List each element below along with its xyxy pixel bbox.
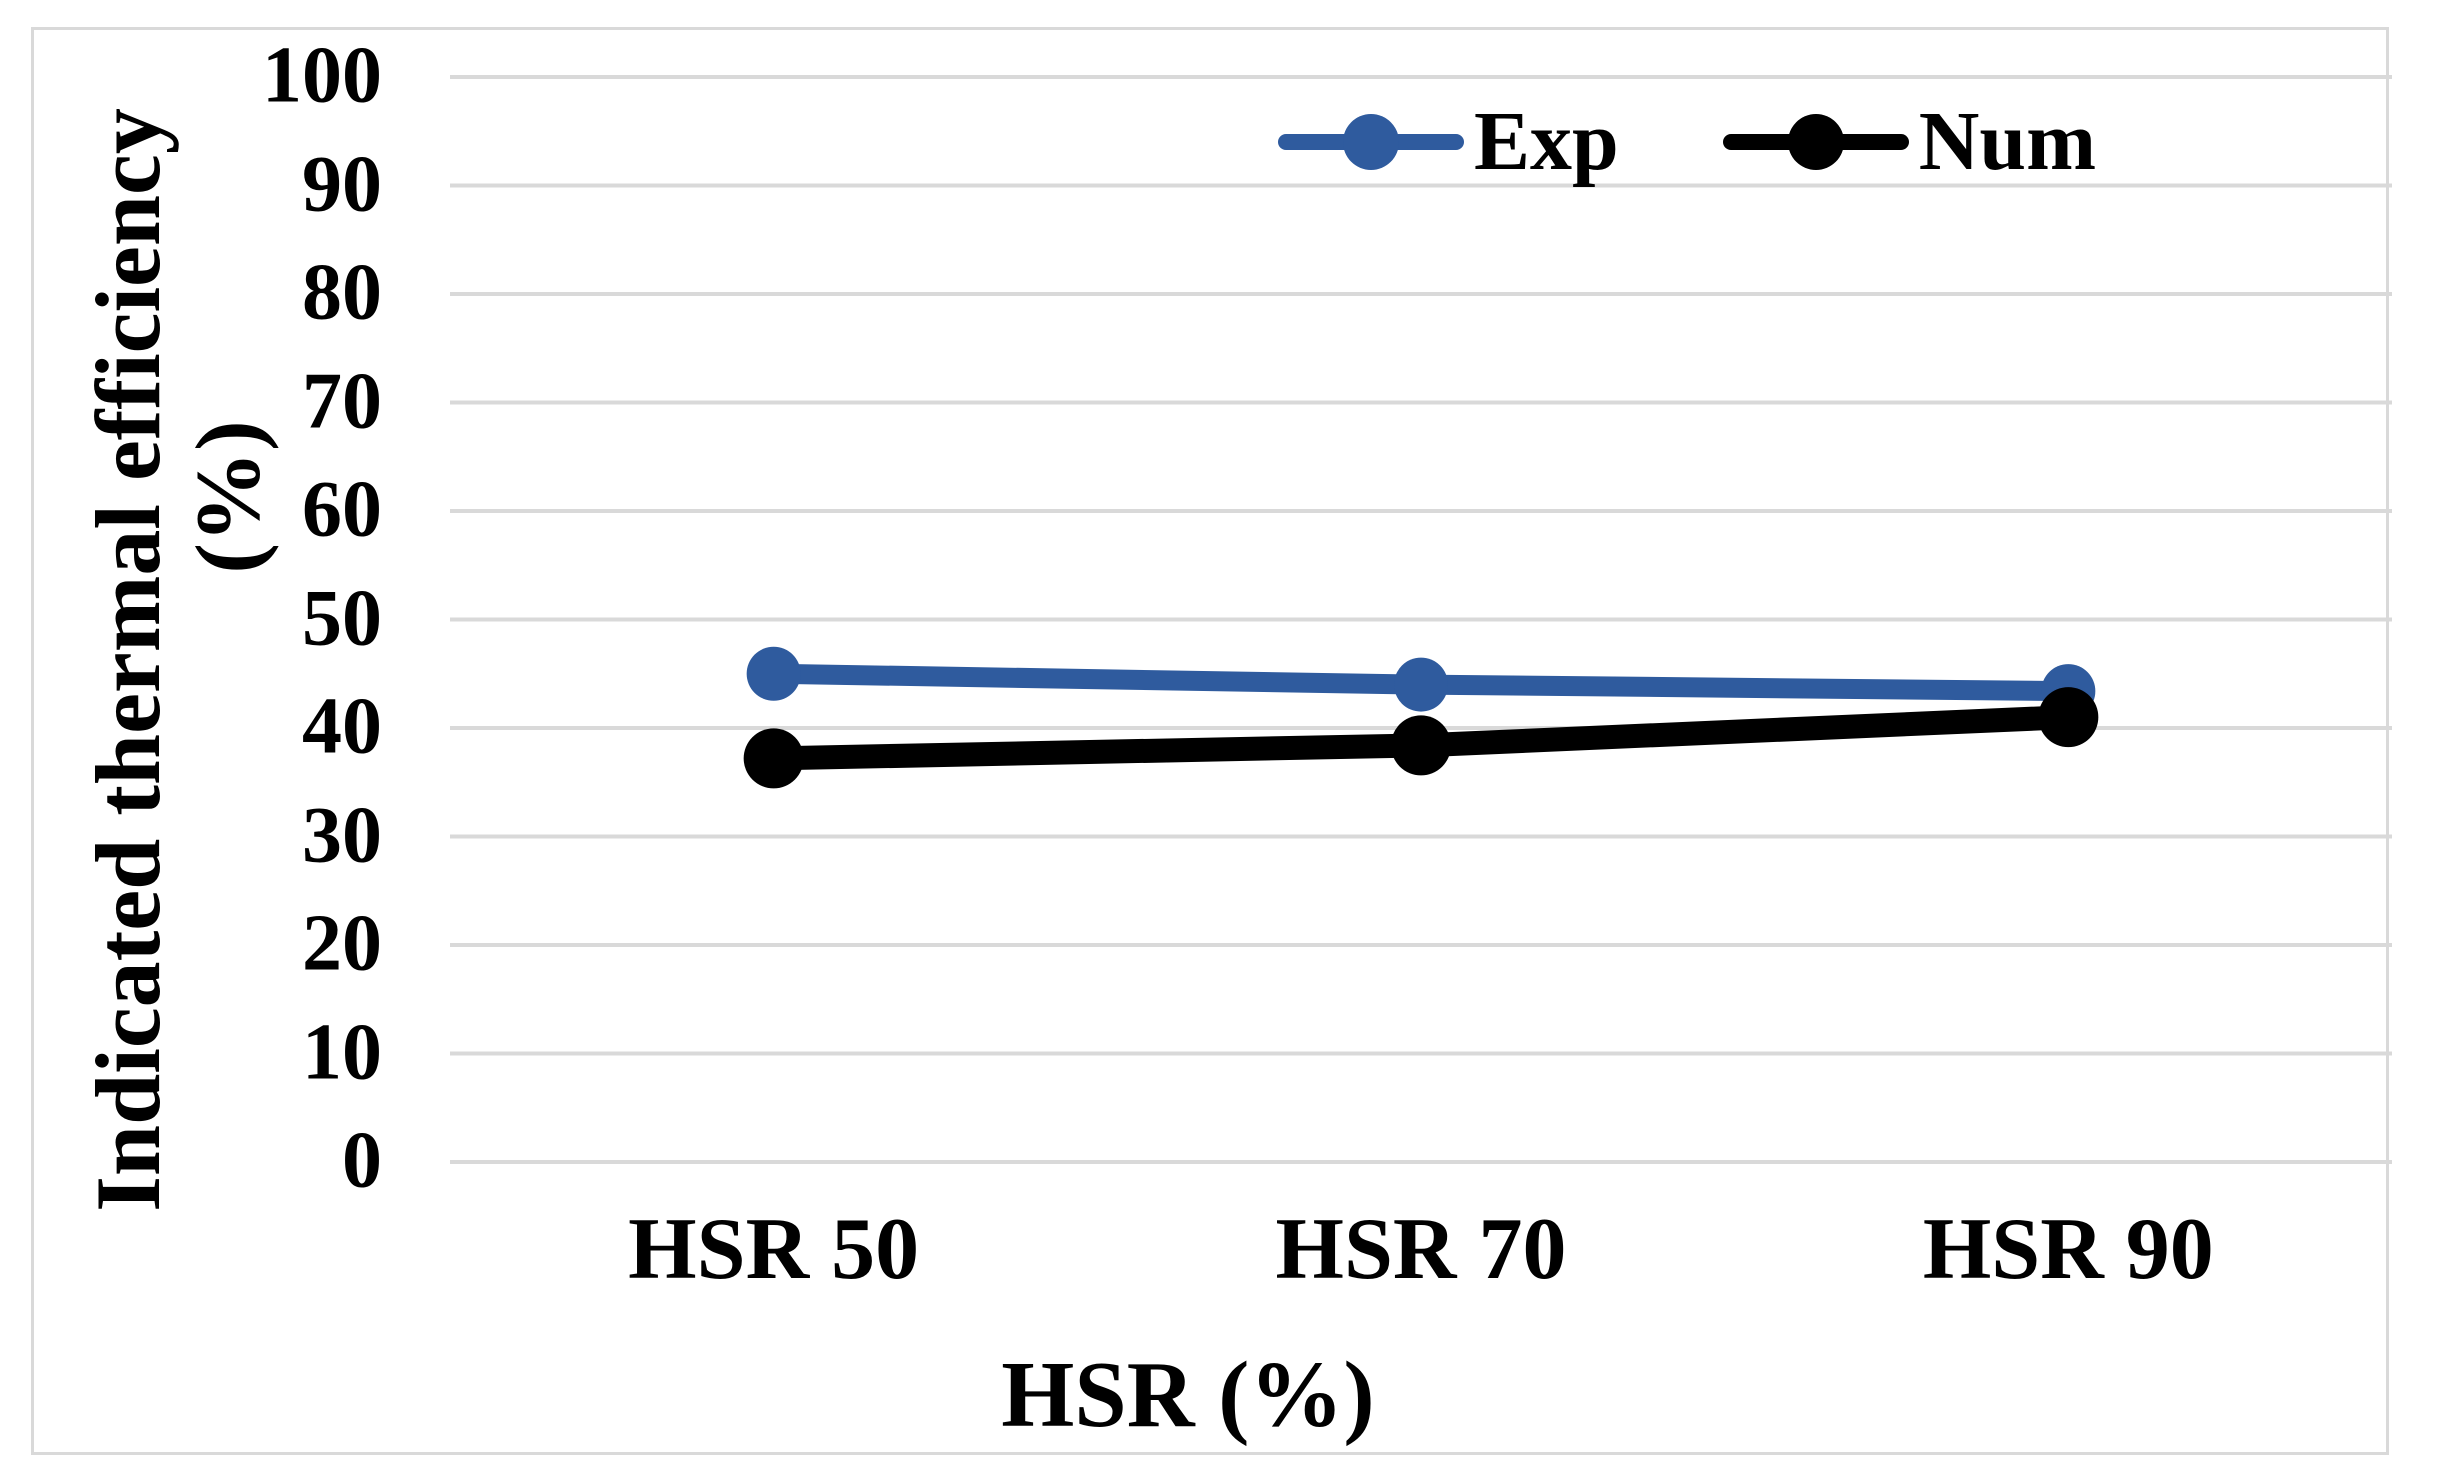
x-axis-title: HSR (%) bbox=[1001, 1343, 1375, 1447]
y-tick-label-80: 80 bbox=[302, 248, 382, 337]
legend-marker-icon bbox=[1278, 113, 1464, 171]
x-tick-label-hsr-70: HSR 70 bbox=[1275, 1201, 1567, 1298]
y-tick-label-60: 60 bbox=[302, 465, 382, 554]
legend-marker-icon bbox=[1722, 113, 1909, 171]
legend-dot-icon bbox=[1787, 114, 1844, 170]
legend: Exp Num bbox=[1278, 100, 2096, 184]
y-tick-label-50: 50 bbox=[302, 573, 382, 662]
y-tick-label-0: 0 bbox=[342, 1116, 382, 1205]
legend-dot-icon bbox=[1343, 114, 1399, 170]
legend-label-num: Num bbox=[1918, 95, 2097, 188]
legend-item-exp: Exp bbox=[1278, 100, 1619, 184]
data-point-exp-hsr-50 bbox=[746, 646, 801, 701]
y-tick-label-10: 10 bbox=[302, 1007, 382, 1096]
legend-item-num: Num bbox=[1722, 95, 2097, 188]
y-tick-label-40: 40 bbox=[302, 682, 382, 771]
legend-label-exp: Exp bbox=[1474, 95, 1619, 188]
y-axis-title: Indicated thermal efficiency bbox=[77, 108, 179, 1212]
y-axis-title-units: (%) bbox=[177, 420, 279, 574]
y-tick-label-90: 90 bbox=[302, 139, 382, 228]
data-point-num-hsr-50 bbox=[743, 728, 804, 789]
y-tick-label-70: 70 bbox=[302, 356, 382, 445]
data-point-exp-hsr-70 bbox=[1394, 657, 1448, 712]
data-point-num-hsr-90 bbox=[2038, 687, 2099, 748]
y-tick-label-20: 20 bbox=[302, 899, 382, 988]
x-tick-label-hsr-50: HSR 50 bbox=[628, 1201, 920, 1298]
y-tick-label-100: 100 bbox=[262, 31, 382, 120]
data-point-num-hsr-70 bbox=[1391, 715, 1451, 776]
y-tick-label-30: 30 bbox=[302, 790, 382, 879]
x-tick-label-hsr-90: HSR 90 bbox=[1922, 1201, 2214, 1298]
